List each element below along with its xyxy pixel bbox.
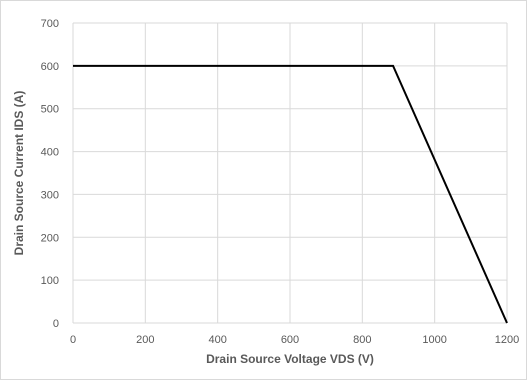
y-tick-label: 700 [41,18,59,30]
x-tick-label: 0 [70,334,76,346]
series-line [73,64,508,324]
y-tick-labels: 0 100 200 300 400 500 600 700 [41,18,59,330]
y-tick-label: 200 [41,232,59,244]
x-tick-label: 200 [136,334,154,346]
x-tick-label: 800 [353,334,371,346]
x-tick-label: 400 [208,334,226,346]
y-tick-label: 0 [53,318,59,330]
x-tick-label: 1200 [495,334,519,346]
x-axis-title: Drain Source Voltage VDS (V) [206,352,374,366]
y-tick-label: 600 [41,61,59,73]
y-tick-label: 500 [41,104,59,116]
grid-lines [72,22,508,324]
y-axis-title: Drain Source Current IDS (A) [12,91,26,256]
series-layer [73,64,508,324]
x-tick-labels: 0 200 400 600 800 1000 1200 [70,334,519,346]
x-tick-label: 600 [281,334,299,346]
y-tick-label: 100 [41,275,59,287]
x-tick-label: 1000 [422,334,446,346]
y-tick-label: 400 [41,147,59,159]
y-tick-label: 300 [41,189,59,201]
